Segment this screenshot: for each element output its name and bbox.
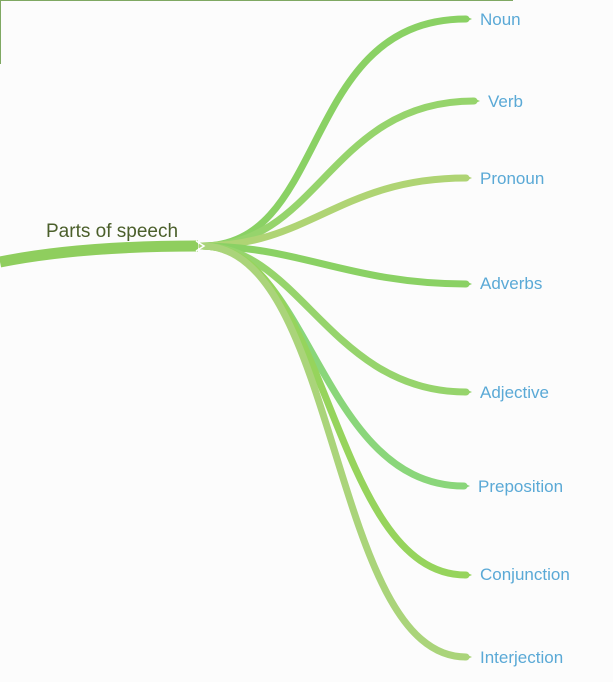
branch-topic-label[interactable]: Adverbs <box>480 274 542 293</box>
branch-arrow-tip <box>462 482 470 490</box>
branch-topic-label[interactable]: Preposition <box>478 477 563 496</box>
branch-arrow-tip <box>464 388 472 396</box>
branch-labels: Noun Verb Pronoun Adverbs Adjective Prepositi… <box>478 10 570 667</box>
branch-topic-label[interactable]: Verb <box>488 92 523 111</box>
branch-topic-label[interactable]: Adjective <box>480 383 549 402</box>
root-topic-label[interactable]: Parts of speech <box>46 221 178 242</box>
branch-arrow-tip <box>464 571 472 579</box>
root-connector-stroke <box>0 240 199 268</box>
branch-connector <box>198 242 470 579</box>
hub-notch <box>195 240 206 252</box>
frame-top-line <box>0 0 513 1</box>
branch-arrow-tip <box>464 174 472 182</box>
branch-arrow-tip <box>472 97 480 105</box>
branch-topic-label[interactable]: Interjection <box>480 648 563 667</box>
branch-connector <box>198 242 470 288</box>
branch-arrow-tip <box>464 653 472 661</box>
branch-arrow-tip <box>464 15 472 23</box>
root-connector <box>0 240 206 268</box>
branch-topic-label[interactable]: Conjunction <box>480 565 570 584</box>
frame-left-line <box>0 0 1 64</box>
branch-topic-label[interactable]: Pronoun <box>480 169 544 188</box>
branch-arrow-tip <box>464 280 472 288</box>
branch-connector <box>198 174 470 250</box>
branch-connector <box>198 242 470 661</box>
branch-connector <box>198 97 478 250</box>
branch-connectors <box>198 15 480 661</box>
branch-topic-label[interactable]: Noun <box>480 10 521 29</box>
